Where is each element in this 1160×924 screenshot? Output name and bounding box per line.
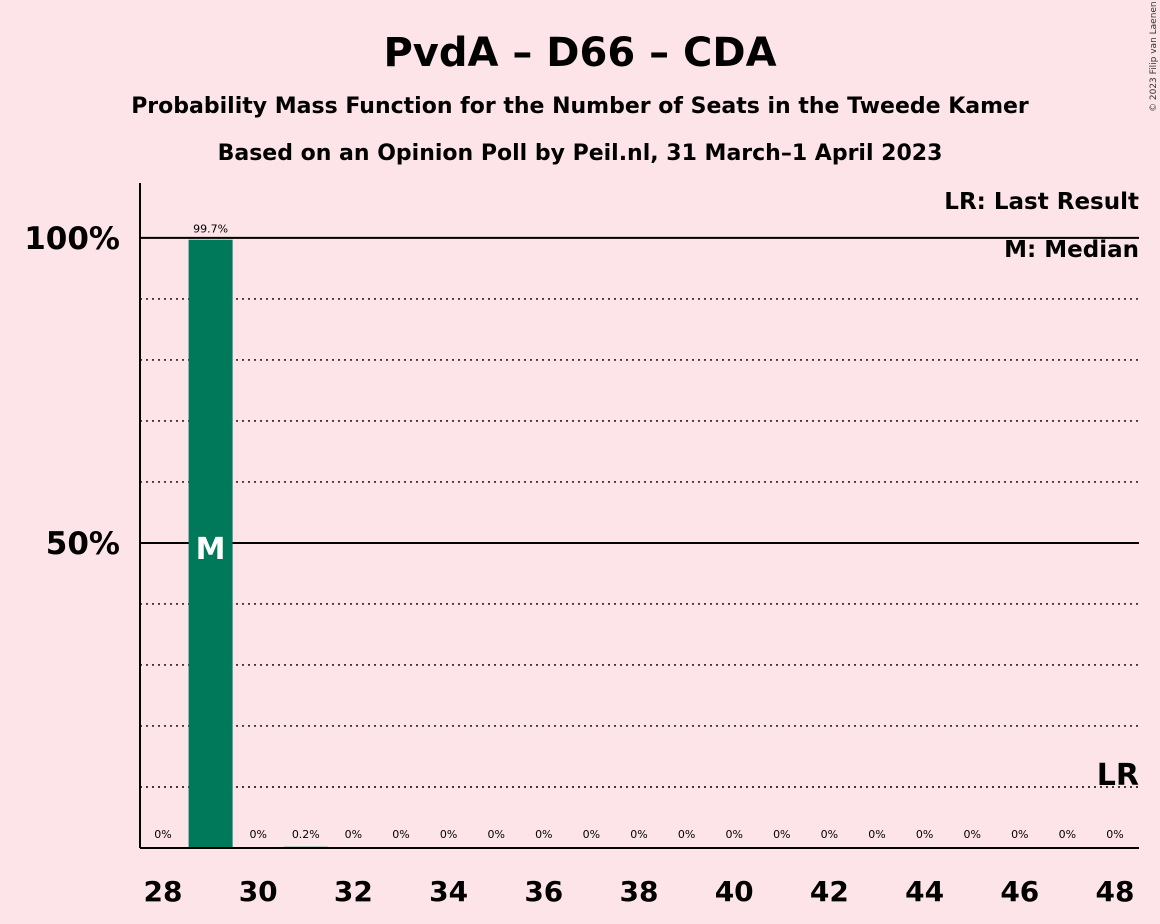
bar-value-label: 0% [821,828,838,841]
legend-median: M: Median [1004,237,1139,263]
bar-value-label: 0% [868,828,885,841]
median-marker: M [196,532,226,567]
bar-value-label: 0% [440,828,457,841]
x-tick-label: 44 [905,875,944,908]
bar-value-label: 0.2% [292,828,320,841]
markers: M LR [196,532,1139,793]
chart-subtitle: Probability Mass Function for the Number… [131,94,1029,119]
x-tick-label: 30 [239,875,278,908]
x-tick-label: 42 [810,875,849,908]
bar-value-label: 0% [1059,828,1076,841]
copyright-notice: © 2023 Filip van Laenen [1149,1,1159,112]
bar-value-label: 0% [725,828,742,841]
bar-value-label: 0% [1106,828,1123,841]
bar-value-label: 0% [392,828,409,841]
chart-subtitle-source: Based on an Opinion Poll by Peil.nl, 31 … [218,141,943,166]
bar-value-label: 0% [345,828,362,841]
bar-value-label: 0% [487,828,504,841]
bar-value-label: 0% [535,828,552,841]
bars [188,239,328,848]
x-tick-label: 48 [1096,875,1135,908]
grid-lines [140,236,1139,788]
x-tick-label: 32 [334,875,373,908]
bar-value-label: 99.7% [193,223,228,236]
x-tick-label: 28 [144,875,183,908]
bar-value-label: 0% [154,828,171,841]
x-tick-label: 46 [1000,875,1039,908]
bar-value-label: 0% [916,828,933,841]
chart-title: PvdA – D66 – CDA [383,30,776,76]
y-tick-label: 50% [46,526,120,562]
x-tick-label: 36 [524,875,563,908]
axes: 50% 100% 28 30 32 34 36 38 40 42 44 46 48 [24,183,1139,908]
bar-value-label: 0% [773,828,790,841]
bar [188,239,233,848]
bar-value-label: 0% [963,828,980,841]
x-tick-label: 34 [429,875,468,908]
legend-last-result: LR: Last Result [944,189,1139,215]
bar-value-label: 0% [1011,828,1028,841]
last-result-marker: LR [1097,758,1139,793]
bar-value-label: 0% [249,828,266,841]
bar-value-labels: 0% 99.7% 0% 0.2% 0% 0% 0% 0% 0% 0% 0% 0% 0% 0% 0% 0% 0% 0… [154,223,1123,841]
bar-value-label: 0% [678,828,695,841]
y-tick-label: 100% [24,221,120,257]
x-tick-label: 38 [620,875,659,908]
x-tick-label: 40 [715,875,754,908]
bar-value-label: 0% [583,828,600,841]
bar-value-label: 0% [630,828,647,841]
